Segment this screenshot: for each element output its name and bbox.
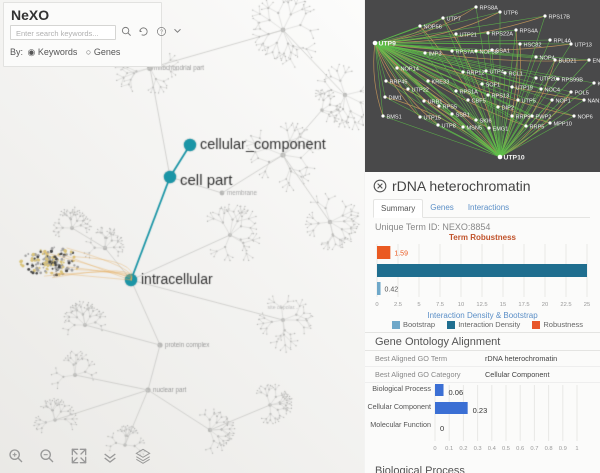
svg-text:BMS1: BMS1 bbox=[387, 115, 402, 121]
svg-text:RRP12: RRP12 bbox=[467, 71, 485, 77]
svg-text:UTP9: UTP9 bbox=[379, 41, 397, 48]
svg-text:?: ? bbox=[160, 30, 163, 36]
svg-text:NOP1: NOP1 bbox=[556, 99, 571, 105]
svg-text:MPP10: MPP10 bbox=[554, 122, 572, 128]
svg-text:POL5: POL5 bbox=[575, 91, 589, 97]
svg-text:0.6: 0.6 bbox=[516, 446, 524, 452]
svg-text:NAN1: NAN1 bbox=[588, 99, 600, 105]
svg-text:KRE33: KRE33 bbox=[432, 80, 450, 86]
svg-text:0.4: 0.4 bbox=[488, 446, 497, 452]
svg-text:12.5: 12.5 bbox=[476, 302, 487, 308]
svg-text:UTP4: UTP4 bbox=[490, 70, 504, 76]
svg-text:1: 1 bbox=[575, 446, 578, 452]
svg-text:Molecular Function: Molecular Function bbox=[370, 420, 431, 429]
svg-text:UTP22: UTP22 bbox=[412, 88, 429, 94]
svg-text:UTP5: UTP5 bbox=[522, 99, 536, 105]
svg-text:BUD21: BUD21 bbox=[559, 59, 577, 65]
svg-text:RPS22A: RPS22A bbox=[492, 32, 514, 38]
svg-text:1.59: 1.59 bbox=[394, 251, 408, 258]
svg-text:HSC82: HSC82 bbox=[524, 43, 542, 49]
svg-text:NOC4: NOC4 bbox=[545, 88, 561, 94]
svg-text:RPL4A: RPL4A bbox=[554, 39, 572, 45]
svg-text:2.5: 2.5 bbox=[394, 302, 402, 308]
svg-text:20: 20 bbox=[542, 302, 548, 308]
svg-text:UTP15: UTP15 bbox=[424, 116, 441, 122]
svg-text:NOP56: NOP56 bbox=[424, 25, 442, 31]
svg-text:0.2: 0.2 bbox=[459, 446, 467, 452]
svg-text:Biological Process: Biological Process bbox=[372, 384, 431, 393]
svg-text:RRP9: RRP9 bbox=[516, 115, 531, 121]
svg-text:RPS7A: RPS7A bbox=[456, 50, 475, 56]
svg-text:0.9: 0.9 bbox=[559, 446, 567, 452]
svg-text:SSB1: SSB1 bbox=[456, 113, 470, 119]
svg-text:RRP5: RRP5 bbox=[530, 125, 545, 131]
svg-text:0.1: 0.1 bbox=[445, 446, 453, 452]
svg-text:EMG1: EMG1 bbox=[493, 127, 509, 133]
svg-text:UTP8: UTP8 bbox=[442, 124, 456, 130]
svg-text:DIM1: DIM1 bbox=[389, 96, 402, 102]
svg-text:CBF5: CBF5 bbox=[472, 99, 486, 105]
svg-text:25: 25 bbox=[584, 302, 590, 308]
svg-text:7.5: 7.5 bbox=[436, 302, 444, 308]
svg-text:0.8: 0.8 bbox=[545, 446, 553, 452]
svg-text:0.42: 0.42 bbox=[385, 287, 399, 294]
svg-text:UTP10: UTP10 bbox=[504, 155, 525, 162]
svg-text:UTP20: UTP20 bbox=[540, 77, 557, 83]
svg-text:RRP45: RRP45 bbox=[390, 80, 408, 86]
svg-text:UTP7: UTP7 bbox=[447, 17, 461, 23]
svg-text:DIP2: DIP2 bbox=[502, 106, 514, 112]
svg-text:NOP4: NOP4 bbox=[540, 56, 555, 62]
svg-text:22.5: 22.5 bbox=[560, 302, 571, 308]
svg-text:NOP6: NOP6 bbox=[578, 115, 593, 121]
svg-text:17.5: 17.5 bbox=[518, 302, 529, 308]
svg-text:SSA1: SSA1 bbox=[496, 49, 510, 55]
svg-text:IMP3: IMP3 bbox=[429, 52, 442, 58]
svg-text:UTP19: UTP19 bbox=[516, 86, 533, 92]
svg-text:UTP13: UTP13 bbox=[575, 43, 592, 49]
svg-text:0: 0 bbox=[440, 424, 444, 433]
svg-text:0: 0 bbox=[375, 302, 378, 308]
svg-text:Cellular Component: Cellular Component bbox=[367, 402, 431, 411]
svg-text:0: 0 bbox=[433, 446, 436, 452]
svg-text:0.5: 0.5 bbox=[502, 446, 510, 452]
svg-text:0.3: 0.3 bbox=[474, 446, 482, 452]
svg-text:URB1: URB1 bbox=[428, 100, 443, 106]
svg-text:SKI6: SKI6 bbox=[480, 119, 492, 125]
svg-text:RPS1A: RPS1A bbox=[460, 90, 479, 96]
svg-text:RPS8A: RPS8A bbox=[480, 6, 499, 12]
svg-text:NOP14: NOP14 bbox=[401, 67, 419, 73]
svg-text:UTP6: UTP6 bbox=[504, 11, 518, 17]
svg-text:RPS13: RPS13 bbox=[492, 94, 510, 100]
svg-text:RPS5: RPS5 bbox=[443, 105, 458, 111]
svg-text:RPS99B: RPS99B bbox=[562, 78, 584, 84]
svg-text:0.23: 0.23 bbox=[473, 406, 488, 415]
svg-text:RPS17B: RPS17B bbox=[549, 15, 571, 21]
svg-text:RPS4A: RPS4A bbox=[520, 29, 539, 35]
svg-text:0.06: 0.06 bbox=[449, 388, 464, 397]
svg-text:SOF1: SOF1 bbox=[486, 83, 501, 89]
svg-text:ENP1: ENP1 bbox=[593, 59, 600, 65]
svg-text:15: 15 bbox=[500, 302, 506, 308]
svg-text:RCL1: RCL1 bbox=[509, 72, 523, 78]
svg-text:PWP2: PWP2 bbox=[536, 115, 552, 121]
svg-text:5: 5 bbox=[417, 302, 420, 308]
svg-text:0.7: 0.7 bbox=[530, 446, 538, 452]
svg-text:10: 10 bbox=[458, 302, 464, 308]
svg-text:MSN5: MSN5 bbox=[467, 126, 483, 132]
svg-text:UTP21: UTP21 bbox=[460, 33, 477, 39]
